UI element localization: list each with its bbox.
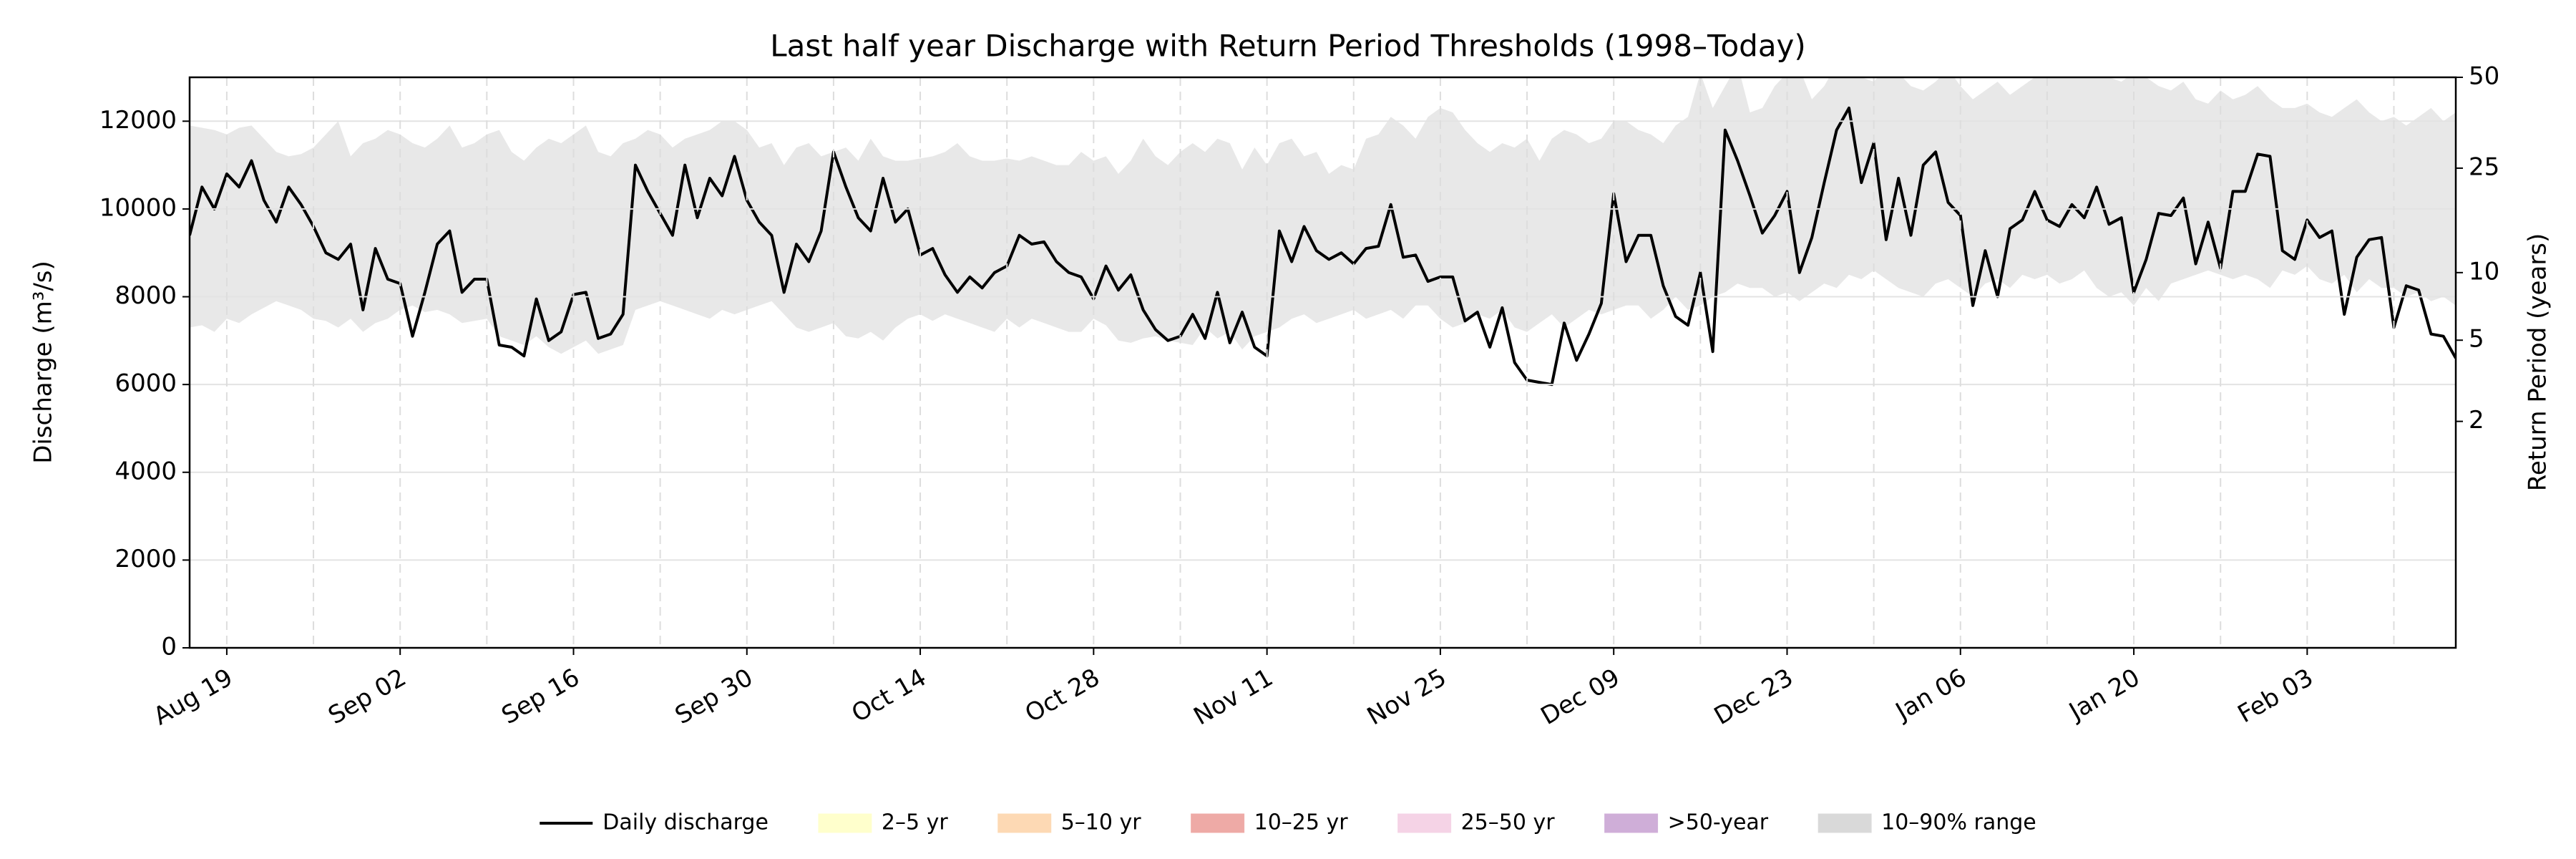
x-tick-label: Aug 19 [149,663,238,731]
range-band [190,77,2456,354]
legend-label: >50-year [1668,810,1769,835]
x-tick-label: Dec 09 [1536,663,1625,731]
y-tick-label: 6000 [114,369,177,398]
y-tick-label: 0 [161,633,177,661]
legend-label: 10–90% range [1881,810,2036,835]
y2-tick-label: 50 [2469,62,2499,91]
plot-background [190,77,2456,649]
y2-tick-label: 2 [2469,406,2484,435]
x-tick-label: Jan 06 [1890,663,1971,727]
legend-label: 5–10 yr [1061,810,1142,835]
x-tick-label: Feb 03 [2233,663,2318,729]
chart-title: Last half year Discharge with Return Per… [770,29,1806,64]
plot-area [190,77,2456,387]
legend-swatch [997,813,1052,833]
y-tick-label: 8000 [114,281,177,310]
y2-tick-label: 10 [2469,257,2499,286]
y2-tick-label: 25 [2469,152,2499,181]
legend-swatch [818,813,872,833]
y2-tick-label: 5 [2469,325,2484,354]
plot-frame [188,76,2457,649]
x-tick-label: Jan 20 [2063,663,2145,727]
y-tick-label: 10000 [99,193,177,222]
legend-label: 25–50 yr [1461,810,1556,835]
y-axis-label: Discharge (m³/s) [29,261,58,464]
x-tick-label: Sep 02 [323,663,411,730]
x-tick-label: Sep 16 [497,663,584,730]
y-tick-label: 12000 [99,106,177,135]
x-tick-label: Nov 11 [1189,663,1278,731]
legend-label: 10–25 yr [1254,810,1349,835]
legend-label: Daily discharge [602,810,769,835]
legend-label: 2–5 yr [882,810,948,835]
y-tick-label: 2000 [114,545,177,573]
y2-axis-label: Return Period (years) [2524,233,2552,492]
x-tick-label: Sep 30 [670,663,758,730]
x-tick-label: Oct 14 [847,663,932,728]
y-tick-label: 4000 [114,457,177,485]
x-tick-label: Oct 28 [1020,663,1105,728]
legend-swatch [1818,813,1872,833]
legend: Daily discharge 2–5 yr 5–10 yr 10–25 yr 25–5… [540,810,2036,835]
discharge-line [190,106,2456,387]
legend-swatch [1397,813,1452,833]
x-tick-label: Dec 23 [1709,663,1798,731]
x-tick-label: Nov 25 [1362,663,1451,731]
legend-swatch [1191,813,1245,833]
legend-swatch [1604,813,1659,833]
